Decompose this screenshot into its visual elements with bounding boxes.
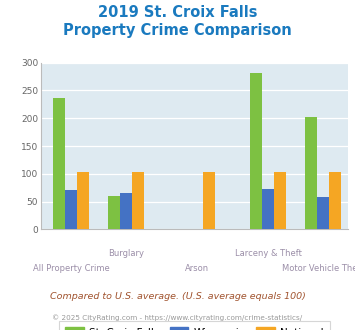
Text: Burglary: Burglary: [108, 249, 144, 258]
Text: Property Crime Comparison: Property Crime Comparison: [63, 23, 292, 38]
Bar: [132, 172, 144, 229]
Text: Arson: Arson: [185, 264, 209, 273]
Bar: [262, 189, 274, 229]
Text: Compared to U.S. average. (U.S. average equals 100): Compared to U.S. average. (U.S. average …: [50, 292, 305, 301]
Bar: [317, 197, 329, 229]
Bar: [250, 73, 262, 229]
Bar: [203, 172, 215, 229]
Bar: [329, 172, 341, 229]
Bar: [274, 172, 286, 229]
Bar: [53, 98, 65, 229]
Bar: [77, 172, 89, 229]
Text: © 2025 CityRating.com - https://www.cityrating.com/crime-statistics/: © 2025 CityRating.com - https://www.city…: [53, 314, 302, 321]
Text: 2019 St. Croix Falls: 2019 St. Croix Falls: [98, 5, 257, 20]
Legend: St. Croix Falls, Wisconsin, National: St. Croix Falls, Wisconsin, National: [59, 321, 330, 330]
Bar: [305, 117, 317, 229]
Bar: [65, 190, 77, 229]
Text: Motor Vehicle Theft: Motor Vehicle Theft: [283, 264, 355, 273]
Bar: [120, 193, 132, 229]
Bar: [108, 196, 120, 229]
Text: Larceny & Theft: Larceny & Theft: [235, 249, 302, 258]
Text: All Property Crime: All Property Crime: [33, 264, 109, 273]
